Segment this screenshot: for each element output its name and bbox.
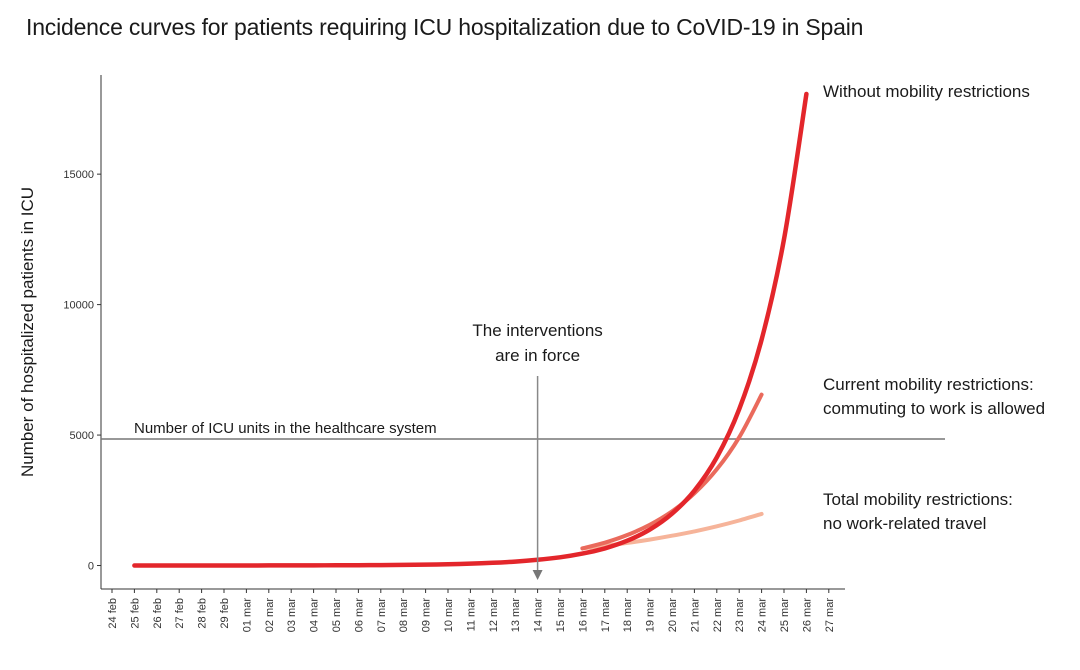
- x-tick-label: 02 mar: [264, 598, 276, 633]
- annotation-without-restrictions: Without mobility restrictions: [823, 82, 1030, 101]
- y-tick-label: 0: [88, 561, 94, 573]
- x-tick-label: 17 mar: [600, 598, 612, 633]
- x-tick-label: 18 mar: [622, 598, 634, 633]
- annotation-total-restrictions-line1: Total mobility restrictions:: [823, 490, 1013, 509]
- x-tick-label: 15 mar: [555, 598, 567, 633]
- x-tick-label: 11 mar: [465, 598, 477, 632]
- x-tick-label: 24 mar: [757, 598, 769, 633]
- annotation-current-restrictions-line2: commuting to work is allowed: [823, 399, 1045, 418]
- x-tick-label: 25 feb: [129, 598, 141, 629]
- x-tick-label: 22 mar: [712, 598, 724, 633]
- x-tick-label: 14 mar: [533, 598, 545, 633]
- x-tick-label: 28 feb: [197, 598, 209, 629]
- y-tick-label: 5000: [70, 430, 94, 442]
- x-tick-label: 27 feb: [174, 598, 186, 629]
- x-tick-label: 21 mar: [689, 598, 701, 633]
- x-tick-label: 16 mar: [577, 598, 589, 633]
- axes: 0 5000 10000 15000 24 feb 25 feb 26 feb 27 feb 2…: [63, 75, 845, 632]
- x-tick-label: 06 mar: [353, 598, 365, 633]
- series-group: [132, 91, 809, 568]
- x-tick-label: 13 mar: [510, 598, 522, 633]
- x-tick-label: 10 mar: [443, 598, 455, 633]
- x-tick-label: 08 mar: [398, 598, 410, 633]
- annotation-total-restrictions-line2: no work-related travel: [823, 514, 986, 533]
- x-tick-label: 04 mar: [309, 598, 321, 633]
- intervention-label-line2: are in force: [495, 346, 580, 365]
- intervention-group: The interventions are in force: [472, 321, 603, 580]
- x-tick-label: 25 mar: [779, 598, 791, 633]
- x-tick-label: 29 feb: [219, 598, 231, 629]
- x-tick-label: 19 mar: [645, 598, 657, 633]
- x-tick-label: 26 mar: [801, 598, 813, 633]
- x-tick-label: 27 mar: [824, 598, 836, 633]
- x-tick-label: 09 mar: [421, 598, 433, 633]
- intervention-label-line1: The interventions: [472, 321, 602, 340]
- y-tick-label: 15000: [63, 169, 94, 181]
- annotation-current-restrictions-line1: Current mobility restrictions:: [823, 375, 1034, 394]
- x-tick-label: 03 mar: [286, 598, 298, 633]
- y-axis-label: Number of hospitalized patients in ICU: [18, 187, 37, 477]
- y-tick-label: 10000: [63, 300, 94, 312]
- reference-line-label: Number of ICU units in the healthcare sy…: [134, 420, 437, 437]
- x-tick-label: 24 feb: [107, 598, 119, 629]
- x-tick-label: 07 mar: [376, 598, 388, 633]
- x-tick-label: 01 mar: [241, 598, 253, 633]
- series-line-0: [132, 91, 809, 568]
- x-tick-label: 12 mar: [488, 598, 500, 633]
- x-tick-label: 20 mar: [667, 598, 679, 633]
- intervention-arrow-head: [532, 570, 543, 580]
- x-tick-label: 05 mar: [331, 598, 343, 633]
- chart-title: Incidence curves for patients requiring …: [26, 14, 864, 40]
- x-tick-label: 26 feb: [152, 598, 164, 629]
- x-tick-label: 23 mar: [734, 598, 746, 633]
- reference-line-group: Number of ICU units in the healthcare sy…: [101, 420, 945, 440]
